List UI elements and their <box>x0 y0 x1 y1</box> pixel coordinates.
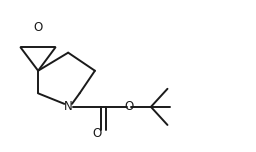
Text: O: O <box>125 100 134 113</box>
Text: N: N <box>64 100 72 113</box>
Text: O: O <box>92 127 101 140</box>
Text: O: O <box>33 21 42 34</box>
